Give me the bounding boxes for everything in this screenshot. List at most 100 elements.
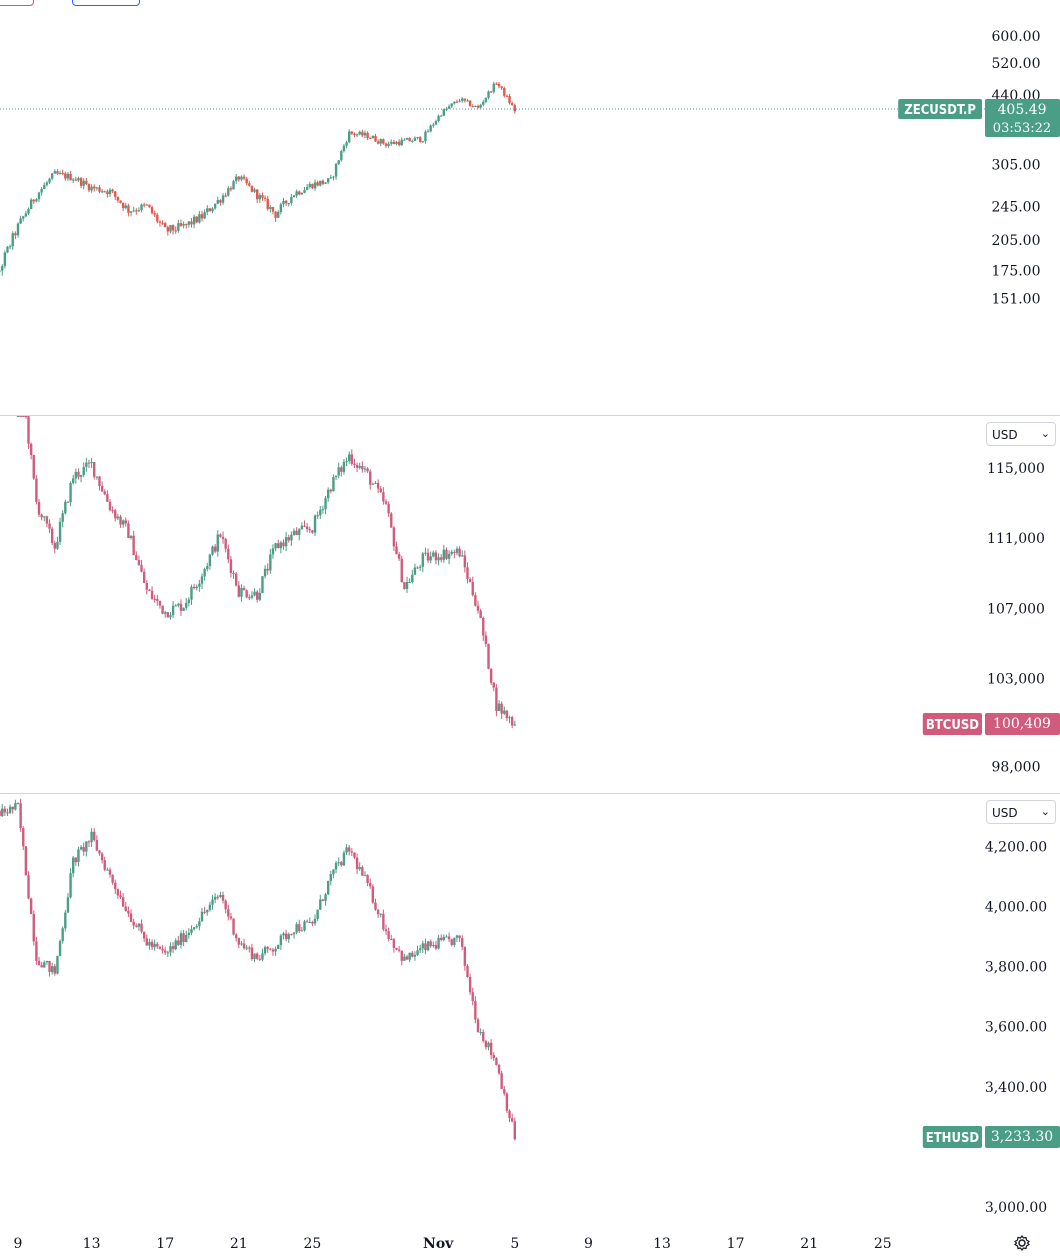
candle-body: [387, 503, 390, 514]
candle-body: [124, 520, 127, 524]
candle-body: [145, 204, 148, 206]
top-toolbar-chip-blue[interactable]: [72, 0, 140, 6]
candle-body: [253, 189, 256, 192]
candle-body: [119, 516, 122, 525]
candle-body: [114, 510, 117, 519]
candle-body: [326, 880, 330, 895]
candle-body: [111, 510, 114, 512]
candle-body: [358, 131, 361, 135]
candle-body: [292, 530, 296, 535]
candle-body: [116, 516, 120, 519]
candle-body: [450, 939, 453, 945]
candle-body: [500, 86, 503, 88]
candle-body: [140, 923, 143, 932]
candle-body: [416, 137, 419, 139]
candle-body: [345, 461, 348, 463]
candle-body: [513, 724, 516, 726]
candle-body: [495, 687, 498, 712]
candle-body: [182, 607, 185, 611]
candle-body: [308, 183, 311, 188]
candle-body: [187, 599, 191, 603]
pane-divider-2[interactable]: [0, 793, 1060, 794]
candle-body: [432, 552, 435, 557]
candle-body: [224, 900, 227, 910]
candle-body: [166, 612, 170, 618]
candle-body: [108, 189, 112, 195]
eth-currency-select[interactable]: USD ⌄: [986, 800, 1056, 824]
candle-body: [140, 564, 143, 572]
candle-body: [29, 443, 33, 456]
candle-body: [471, 106, 474, 108]
candle-body: [437, 937, 440, 949]
zecusdt-p-pane[interactable]: 600.00520.00440.00305.00245.00205.00175.…: [0, 29, 1060, 307]
candle-body: [8, 246, 12, 248]
candle-body: [503, 1088, 506, 1094]
candle-body: [408, 952, 411, 960]
y-tick-label: 3,600.00: [985, 1020, 1047, 1036]
candle-body: [87, 841, 91, 843]
candle-body: [290, 934, 293, 936]
candle-body: [413, 137, 417, 141]
candle-body: [98, 850, 101, 854]
candle-body: [56, 955, 59, 974]
candle-body: [40, 965, 43, 968]
candle-body: [348, 131, 351, 143]
time-axis[interactable]: 9 13 17 21 25 Nov 5 9 13 17 21 25: [14, 1236, 892, 1252]
candle-body: [484, 1040, 488, 1048]
candle-body: [219, 895, 222, 897]
time-tick-label: 5: [510, 1236, 519, 1252]
candle-body: [27, 209, 30, 214]
candle-body: [476, 1019, 480, 1033]
candle-body: [190, 221, 193, 225]
candle-body: [353, 463, 356, 465]
symbol-label-bg: [922, 1126, 982, 1148]
candle-body: [303, 525, 306, 527]
candle-body: [361, 131, 364, 136]
candle-body: [363, 875, 367, 877]
top-toolbar-chip-red[interactable]: [0, 0, 34, 6]
candle-body: [6, 246, 9, 253]
candle-body: [300, 930, 304, 932]
candle-body: [93, 831, 96, 840]
candle-body: [266, 198, 269, 210]
candle-body: [153, 943, 156, 948]
candle-body: [53, 542, 56, 549]
candle-body: [308, 529, 311, 531]
candle-body: [261, 195, 264, 198]
candle-body: [224, 195, 227, 197]
candle-body: [169, 615, 172, 618]
candle-body: [150, 941, 154, 948]
candle-body: [242, 943, 246, 949]
candle-body: [376, 482, 380, 489]
settings-icon[interactable]: [1013, 1234, 1031, 1252]
candle-body: [271, 207, 275, 212]
candle-body: [434, 121, 438, 125]
candle-body: [474, 105, 477, 107]
candle-body: [29, 199, 33, 210]
chevron-down-icon: ⌄: [1040, 805, 1050, 818]
btcusd-pane[interactable]: 115,000 111,000 107,000 103,000 98,000 BTCUSD…: [16, 416, 1060, 775]
candle-body: [476, 105, 480, 108]
candle-body: [487, 91, 490, 98]
candle-body: [369, 471, 372, 485]
candle-body: [22, 416, 25, 417]
candle-body: [416, 950, 419, 955]
candle-body: [0, 270, 1, 272]
candle-body: [229, 188, 233, 190]
btc-currency-select[interactable]: USD ⌄: [986, 422, 1056, 446]
candle-body: [461, 98, 464, 101]
candle-body: [77, 178, 80, 181]
ethusd-pane[interactable]: 4,200.00 4,000.00 3,800.00 3,600.00 3,400.00…: [0, 798, 1060, 1216]
pane-divider-1[interactable]: [0, 415, 1060, 416]
candle-body: [269, 554, 272, 571]
candle-body: [279, 204, 283, 213]
candle-body: [305, 921, 309, 923]
candle-body: [48, 178, 51, 183]
candle-body: [216, 200, 219, 204]
candle-body: [137, 210, 141, 212]
candle-body: [326, 489, 330, 499]
candle-body: [497, 703, 501, 712]
bar-countdown-label: 03:53:22: [993, 121, 1051, 136]
candle-body: [140, 204, 143, 211]
